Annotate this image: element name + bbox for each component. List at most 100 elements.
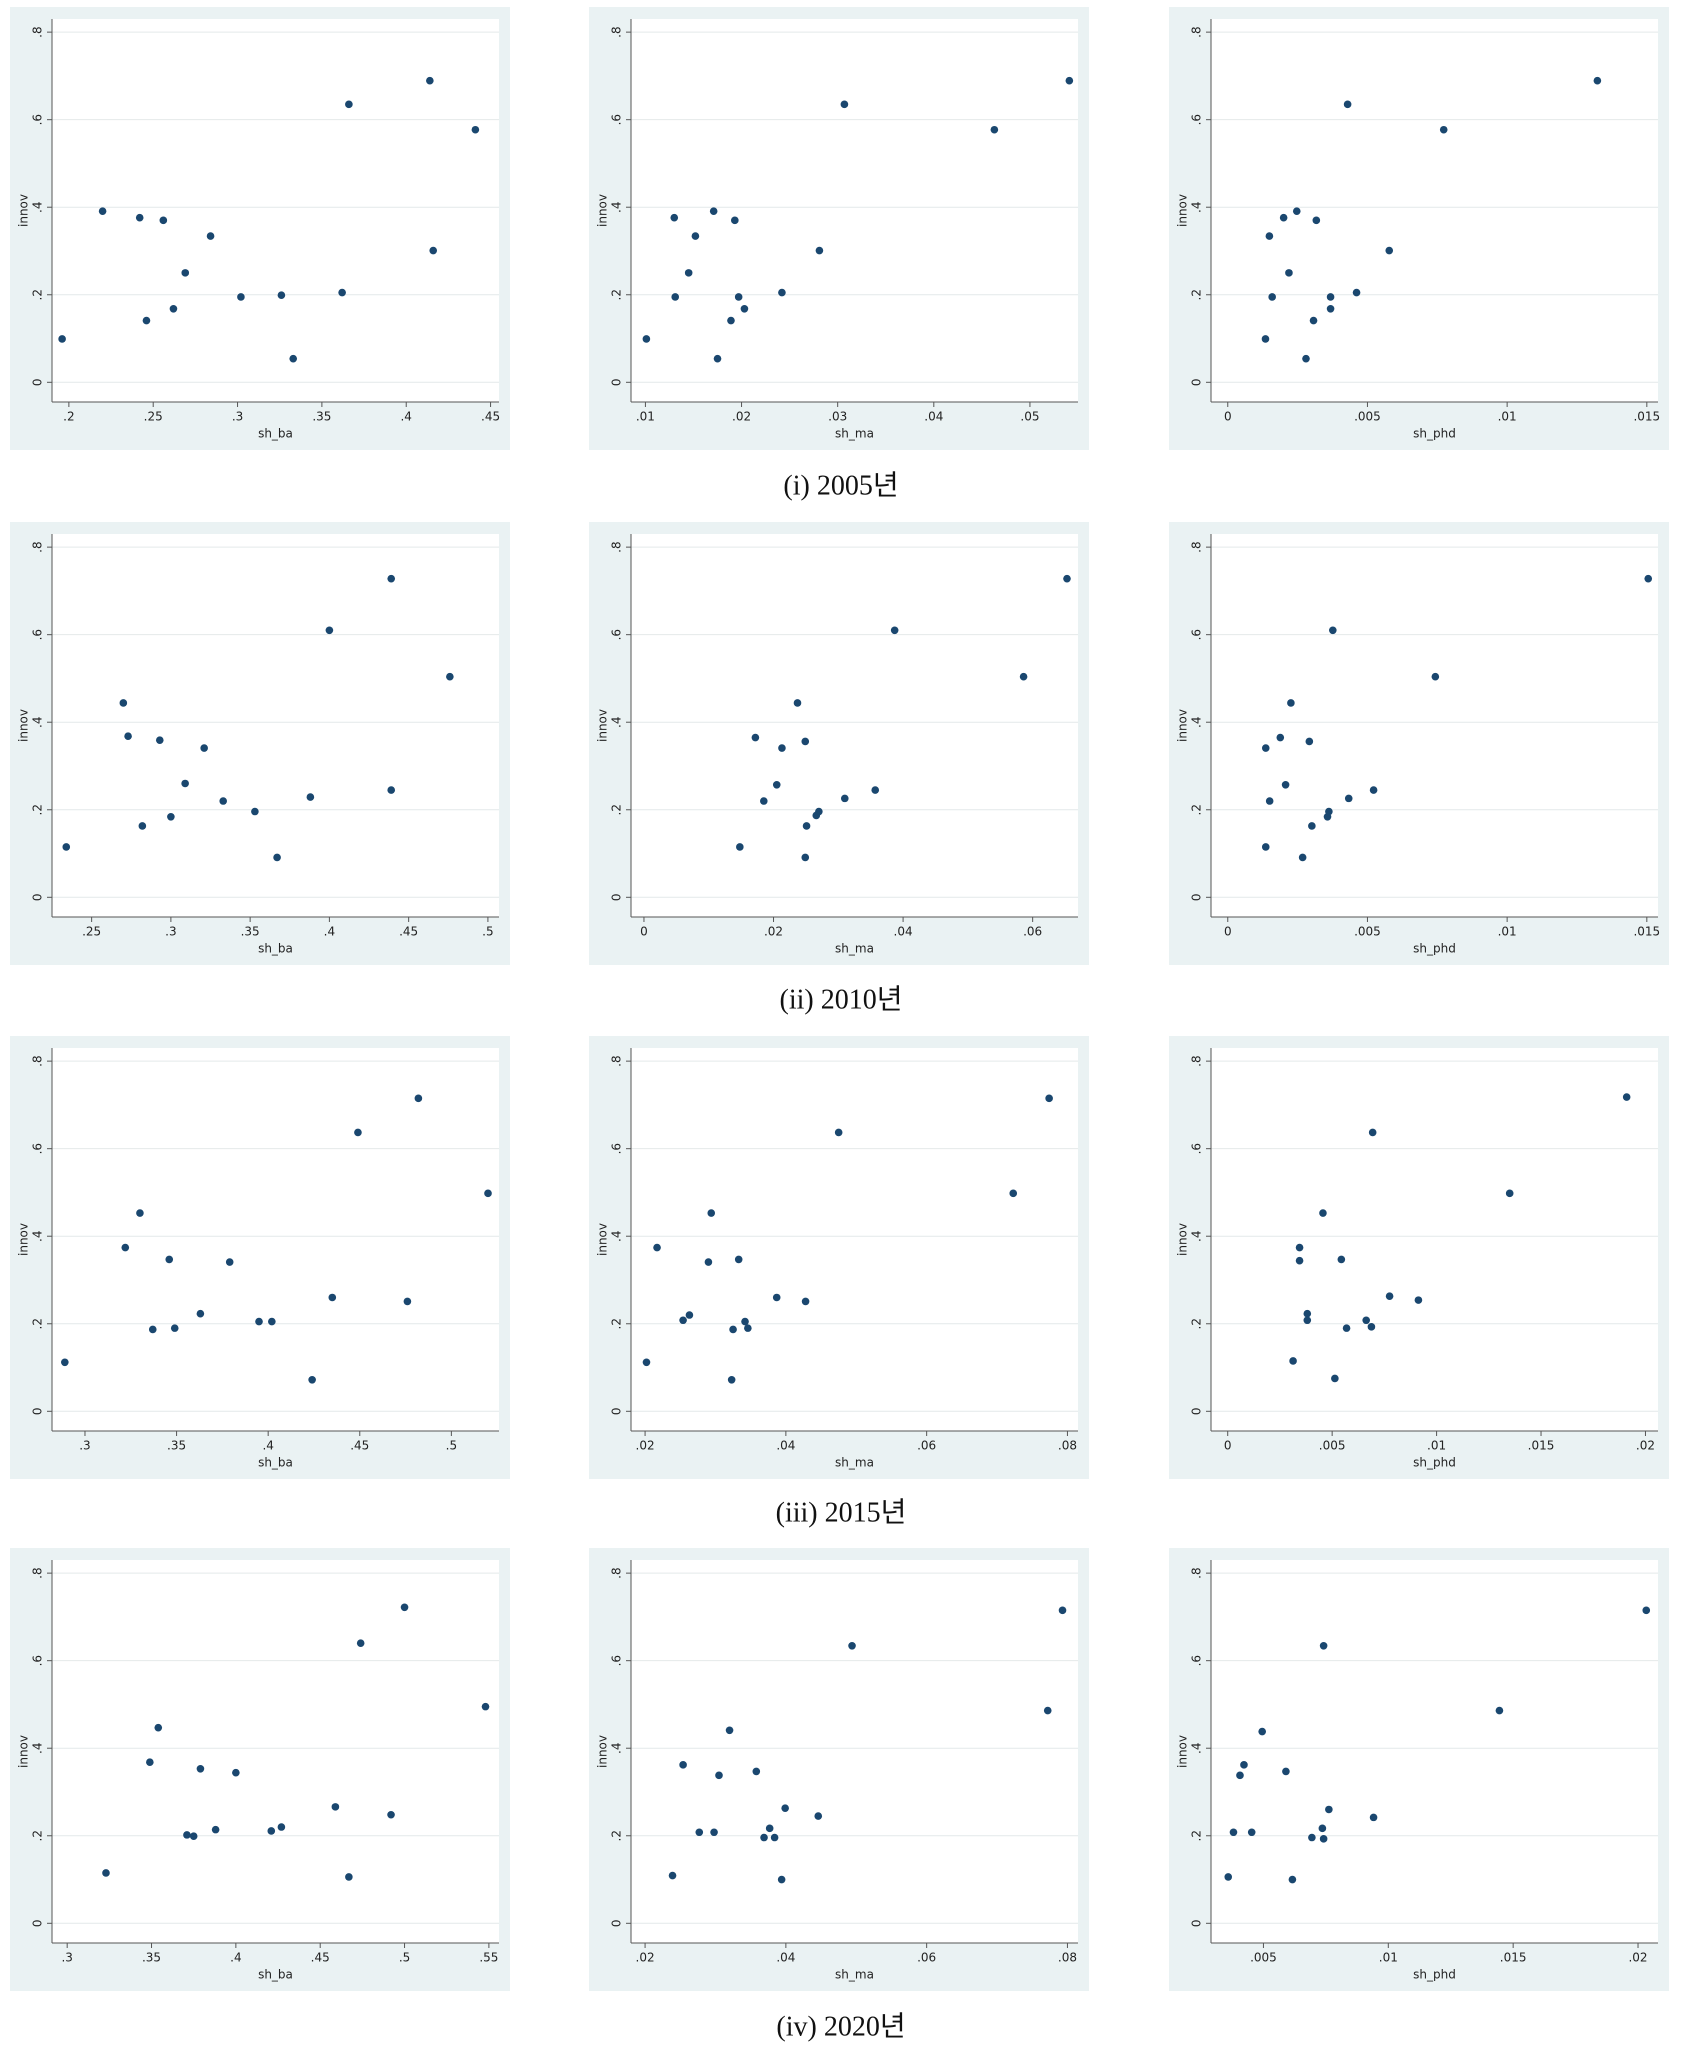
plot-area: [1211, 19, 1658, 402]
data-point: [778, 288, 786, 297]
data-point: [725, 1726, 734, 1735]
y-tick-label: .8: [31, 541, 45, 552]
data-point: [990, 125, 999, 134]
y-tick-label: .4: [1190, 1230, 1204, 1241]
y-tick-label: .6: [610, 1655, 624, 1666]
scatter-panel: 0 .2 .4 .6 .8 .3 .35 .4 .45 .5 .55 sh_ba innov: [10, 1548, 510, 1991]
x-tick-label: .3: [61, 1951, 72, 1965]
x-tick-label: .35: [142, 1951, 161, 1965]
data-point: [840, 794, 849, 803]
data-point: [760, 1833, 768, 1842]
x-axis-title: sh_ma: [835, 1456, 874, 1470]
data-point: [1326, 304, 1335, 313]
data-point: [1318, 1824, 1327, 1833]
data-point: [1063, 574, 1071, 583]
x-tick-label: .25: [144, 410, 163, 424]
x-tick-label: .01: [1498, 410, 1517, 424]
data-point: [815, 807, 823, 816]
y-tick-label: .2: [1190, 1830, 1204, 1841]
y-tick-label: .6: [610, 629, 624, 640]
data-point: [1303, 1316, 1312, 1325]
plot-area: [631, 19, 1078, 402]
y-tick-label: .4: [31, 1742, 45, 1753]
x-tick-label: .005: [1354, 410, 1381, 424]
x-tick-label: .02: [636, 1951, 655, 1965]
y-tick-label: .8: [610, 541, 624, 552]
data-point: [1319, 1835, 1328, 1843]
data-point: [331, 1803, 340, 1811]
x-tick-label: .04: [776, 1951, 795, 1965]
data-point: [308, 1375, 316, 1384]
y-axis-title: innov: [1176, 1223, 1190, 1256]
x-tick-label: .45: [311, 1951, 330, 1965]
plot-area: [631, 534, 1078, 917]
x-tick-label: .08: [1058, 1951, 1077, 1965]
data-point: [642, 1358, 651, 1367]
y-tick-label: 0: [1190, 378, 1204, 386]
y-tick-label: .6: [610, 114, 624, 125]
data-point: [255, 1317, 263, 1326]
y-tick-label: .4: [1190, 1742, 1204, 1753]
x-axis-title: sh_phd: [1413, 1456, 1456, 1470]
data-point: [1362, 1316, 1370, 1325]
x-tick-label: .04: [776, 1439, 795, 1453]
data-point: [801, 737, 810, 746]
data-point: [752, 1767, 761, 1776]
data-point: [1019, 672, 1028, 681]
data-point: [277, 1823, 286, 1831]
data-point: [1289, 1357, 1297, 1365]
y-tick-label: 0: [610, 1407, 624, 1415]
x-axis-title: sh_ba: [258, 1456, 293, 1470]
x-tick-label: 0: [1224, 925, 1232, 939]
data-point: [237, 293, 245, 301]
data-point: [148, 1325, 157, 1334]
y-tick-label: .2: [610, 1318, 624, 1329]
data-point: [1319, 1209, 1327, 1217]
data-point: [1295, 1243, 1304, 1252]
x-tick-label: .4: [324, 925, 335, 939]
data-point: [1312, 216, 1321, 225]
data-point: [1369, 786, 1378, 794]
x-tick-label: .25: [82, 925, 101, 939]
x-axis-title: sh_ma: [835, 1968, 874, 1982]
data-point: [1622, 1093, 1631, 1101]
data-point: [481, 1702, 490, 1711]
scatter-panel: 0 .2 .4 .6 .8 0 .005 .01 .015 sh_phd innov: [1169, 7, 1669, 450]
y-tick-label: .4: [1190, 716, 1204, 727]
x-axis-title: sh_phd: [1413, 942, 1456, 956]
data-point: [734, 293, 743, 301]
x-axis-title: sh_ma: [835, 427, 874, 441]
data-point: [1261, 744, 1270, 752]
data-point: [760, 797, 768, 805]
scatter-panel: 0 .2 .4 .6 .8 .25 .3 .35 .4 .45 .5 sh_ba innov: [10, 522, 510, 965]
data-point: [1342, 1324, 1351, 1332]
data-point: [102, 1869, 110, 1877]
scatter-panel: 0 .2 .4 .6 .8 0 .005 .01 .015 .02 sh_phd innov: [1169, 1036, 1669, 1479]
data-point: [1331, 1374, 1339, 1383]
y-tick-label: .8: [31, 1055, 45, 1066]
y-tick-label: .8: [610, 26, 624, 37]
y-tick-label: .8: [610, 1567, 624, 1578]
x-tick-label: .02: [764, 925, 783, 939]
data-point: [801, 853, 810, 862]
y-axis-title: innov: [1176, 194, 1190, 227]
data-point: [679, 1761, 687, 1769]
plot-area: [1211, 1560, 1658, 1943]
y-tick-label: .2: [1190, 289, 1204, 300]
data-point: [834, 1128, 843, 1137]
data-point: [1329, 626, 1337, 635]
data-point: [671, 293, 680, 301]
data-point: [277, 291, 286, 299]
scatter-panel: 0 .2 .4 .6 .8 .2 .25 .3 .35 .4 .45 sh_ba innov: [10, 7, 510, 450]
data-point: [1337, 1255, 1346, 1264]
data-point: [802, 822, 811, 830]
data-point: [1282, 1767, 1290, 1776]
scatter-panel: 0 .2 .4 .6 .8 0 .02 .04 .06 sh_ma innov: [589, 522, 1089, 965]
x-tick-label: 0: [1224, 1439, 1232, 1453]
data-point: [781, 1804, 789, 1812]
data-point: [165, 1255, 174, 1264]
data-point: [484, 1189, 492, 1198]
data-point: [1268, 293, 1276, 301]
figure-caption: (i) 2005년: [783, 469, 898, 501]
